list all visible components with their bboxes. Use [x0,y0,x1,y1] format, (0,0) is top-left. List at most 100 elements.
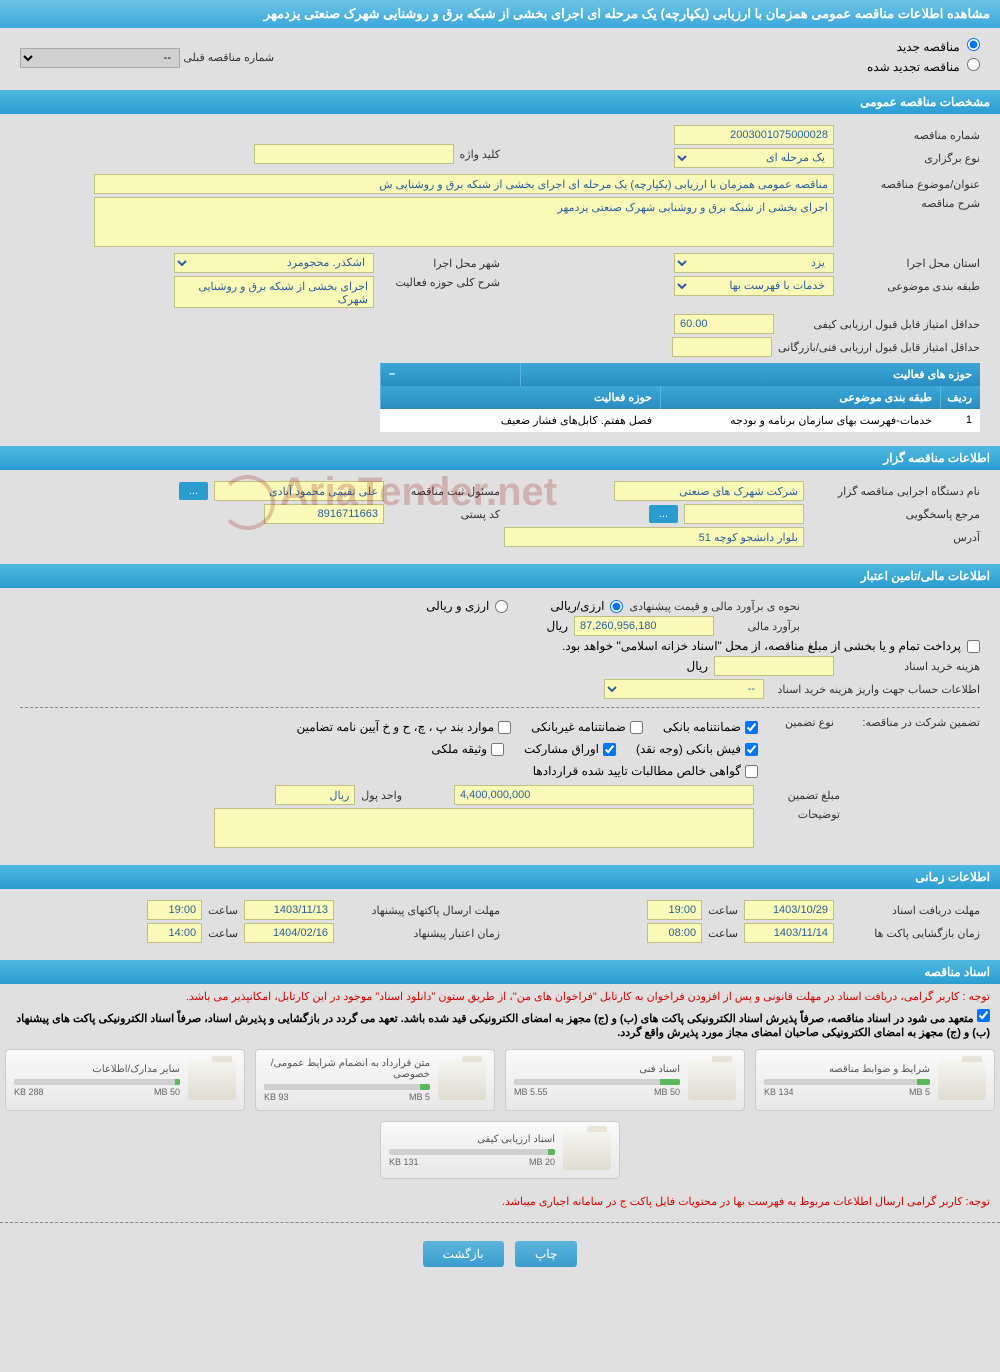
responsible-input[interactable] [214,481,384,501]
doc-cost-input[interactable] [714,656,834,676]
folder-icon [688,1060,736,1100]
file-name: شرایط و ضوابط مناقصه [764,1064,930,1075]
desc-label: شرح مناقصه [840,197,980,210]
chk-bonds[interactable] [603,743,616,756]
notes-textarea[interactable] [214,808,754,848]
org-label: نام دستگاه اجرایی مناقصه گزار [810,485,980,498]
doc-cost-currency: ریال [686,659,708,673]
print-button[interactable]: چاپ [515,1241,577,1267]
keyword-input[interactable] [254,144,454,164]
time-label-1: ساعت [708,904,738,917]
file-size: 131 KB [389,1157,419,1167]
responsible-more-button[interactable]: ... [179,482,208,500]
receive-time-input[interactable] [647,900,702,920]
guarantee-amount-label: مبلغ تضمین [760,789,840,802]
doc-cost-label: هزینه خرید اسناد [840,660,980,673]
postal-input[interactable] [264,504,384,524]
file-card[interactable]: اسناد ارزیابی کیفی 20 MB131 KB [380,1121,620,1179]
tender-no-input[interactable] [674,125,834,145]
section-general: مشخصات مناقصه عمومی [0,90,1000,114]
chk-bank-guarantee[interactable] [745,721,758,734]
province-label: استان محل اجرا [840,257,980,270]
section-timing: اطلاعات زمانی [0,865,1000,889]
account-info-select[interactable]: -- [604,679,764,699]
file-size: 134 KB [764,1087,794,1097]
send-time-input[interactable] [147,900,202,920]
file-card[interactable]: شرایط و ضوابط مناقصه 5 MB 134 KB [755,1049,995,1111]
folder-icon [563,1130,611,1170]
file-size: 5.55 MB [514,1087,548,1097]
province-select[interactable]: یزد [674,253,834,273]
category-label: طبقه بندی موضوعی [840,280,980,293]
folder-icon [188,1060,236,1100]
chk-property-pledge[interactable] [491,743,504,756]
guarantee-title-label: تضمین شرکت در مناقصه: [840,716,980,729]
currency-opt1-label: ارزی/ریالی [550,599,604,613]
separator [20,707,980,708]
activity-scope-textarea[interactable]: اجرای بخشی از شبکه برق و روشنایی شهرک [174,276,374,308]
validity-time-input[interactable] [147,923,202,943]
tender-renewed-radio[interactable] [967,58,980,71]
file-limit: 50 MB [154,1087,180,1097]
min-tech-input[interactable] [672,337,772,357]
subject-label: عنوان/موضوع مناقصه [840,178,980,191]
file-card[interactable]: اسناد فنی 50 MB 5.55 MB [505,1049,745,1111]
commitment-checkbox[interactable] [977,1009,990,1022]
chk-regulation-clauses[interactable] [498,721,511,734]
min-qual-input[interactable] [674,314,774,334]
file-name: اسناد ارزیابی کیفی [389,1134,555,1145]
treasury-checkbox[interactable] [967,640,980,653]
open-date-input[interactable] [744,923,834,943]
hold-type-select[interactable]: یک مرحله ای [674,148,834,168]
guarantee-amount-input[interactable] [454,785,754,805]
prev-number-select[interactable]: -- [20,48,180,68]
open-time-input[interactable] [647,923,702,943]
address-input[interactable] [504,527,804,547]
tender-new-radio[interactable] [967,38,980,51]
file-name: اسناد فنی [514,1064,680,1075]
chk-nonbank-guarantee[interactable] [630,721,643,734]
file-cards-container: شرایط و ضوابط مناقصه 5 MB 134 KB اسناد فن… [0,1039,1000,1189]
chk6-label: وثیقه ملکی [431,742,487,756]
validity-date-input[interactable] [244,923,334,943]
subject-input[interactable] [94,174,834,194]
tender-no-label: شماره مناقصه [840,129,980,142]
chk-bank-receipt[interactable] [745,743,758,756]
chk-receivables-cert[interactable] [745,765,758,778]
currency-opt1-radio[interactable] [610,600,623,613]
city-label: شهر محل اجرا [380,257,500,270]
category-select[interactable]: خدمات با فهرست بها [674,276,834,296]
file-card[interactable]: سایر مدارک/اطلاعات 50 MB288 KB [5,1049,245,1111]
estimate-input[interactable] [574,616,714,636]
org-input[interactable] [614,481,804,501]
chk5-label: اوراق مشارکت [524,742,599,756]
warning-2: متعهد می شود در اسناد مناقصه، صرفاً پذیر… [16,1013,990,1039]
min-tech-label: حداقل امتیاز قابل قبول ارزیابی فنی/بازرگ… [778,341,980,354]
ref-more-button[interactable]: ... [649,505,678,523]
treasury-note: پرداخت تمام و یا بخشی از مبلغ مناقصه، از… [562,639,961,653]
folder-icon [438,1060,486,1100]
currency-opt2-radio[interactable] [495,600,508,613]
unit-input[interactable] [275,785,355,805]
desc-textarea[interactable]: اجرای بخشی از شبکه برق و روشنایی شهرک صن… [94,197,834,247]
address-label: آدرس [810,531,980,544]
currency-opt2-label: ارزی و ریالی [426,599,489,613]
file-limit: 5 MB [909,1087,930,1097]
currency-label: ریال [546,619,568,633]
send-deadline-input[interactable] [244,900,334,920]
chk2-label: ضمانتنامه غیربانکی [531,720,626,734]
ref-input[interactable] [684,504,804,524]
file-limit: 50 MB [654,1087,680,1097]
city-select[interactable]: اشکذر. محجومرد [174,253,374,273]
time-label-3: ساعت [208,904,238,917]
back-button[interactable]: بازگشت [423,1241,504,1267]
activity-table-header: حوزه های فعالیت – [380,363,980,386]
time-label-4: ساعت [208,927,238,940]
tender-renewed-label: مناقصه تجدید شده [867,60,960,74]
estimate-method-label: نحوه ی برآورد مالی و قیمت پیشنهادی [629,600,800,613]
receive-deadline-input[interactable] [744,900,834,920]
section-holder: اطلاعات مناقصه گزار [0,446,1000,470]
activity-scope-label: شرح کلی حوزه فعالیت [380,276,500,289]
file-card[interactable]: متن قرارداد به انضمام شرایط عمومی/خصوصی … [255,1049,495,1111]
folder-icon [938,1060,986,1100]
